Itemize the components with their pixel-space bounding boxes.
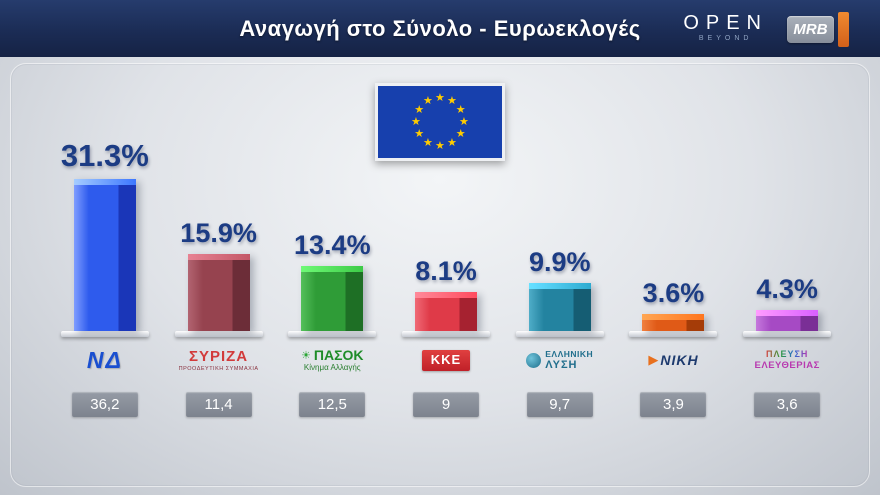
svg-text:★: ★ xyxy=(447,95,457,107)
header-bar: Αναγωγή στο Σύνολο - Ευρωεκλογές OPEN BE… xyxy=(0,0,880,57)
svg-text:★: ★ xyxy=(423,95,433,107)
party-column-kke: 8.1% ΚΚΕ 9 xyxy=(389,57,503,495)
pct-label: 31.3% xyxy=(60,138,149,174)
party-logo-niki: ▶ ΝΙΚΗ xyxy=(648,351,699,368)
bar-syriza xyxy=(187,253,250,331)
party-column-nd: 31.3% ΝΔ 36,2 xyxy=(48,57,162,495)
bar-platform xyxy=(402,331,491,337)
bar-platform xyxy=(743,331,832,337)
bar-platform xyxy=(288,331,377,337)
pct-label: 3.6% xyxy=(642,277,705,308)
prev-value-box: 11,4 xyxy=(185,392,252,417)
bar-platform xyxy=(515,331,604,337)
pasok-sun-icon: ☀ xyxy=(301,349,311,362)
bar-plefsi xyxy=(756,310,819,331)
pct-label: 8.1% xyxy=(415,255,477,286)
svg-text:★: ★ xyxy=(456,104,466,116)
svg-text:★: ★ xyxy=(423,137,433,149)
party-logo-kke: ΚΚΕ xyxy=(421,337,471,384)
bar-elliniki-lysi xyxy=(528,283,591,331)
svg-text:★: ★ xyxy=(456,128,466,140)
pct-label: 4.3% xyxy=(756,274,818,305)
bar-pasok xyxy=(301,266,364,331)
pct-label: 13.4% xyxy=(294,230,371,261)
bar-chart: 31.3% ΝΔ 36,2 15.9% ΣΥΡΙΖΑ ΠΡΟΟΔΕΥΤΙΚΗ Σ… xyxy=(48,57,844,495)
pct-label: 15.9% xyxy=(180,217,257,248)
bar-platform xyxy=(60,331,149,337)
eu-flag: ★ ★ ★★ ★★ ★★ ★★ ★★ xyxy=(375,83,505,161)
pct-label: 9.9% xyxy=(528,247,591,277)
party-column-pasok: 13.4% ☀ ΠΑΣΟΚ Κίνημα Αλλαγής 12,5 xyxy=(275,57,389,495)
svg-text:★: ★ xyxy=(435,140,445,152)
party-column-elliniki-lysi: 9.9% ΕΛΛΗΝΙΚΗ ΛΥΣΗ 9,7 xyxy=(503,57,617,495)
mrb-logo: MRB xyxy=(787,16,834,43)
party-column-syriza: 15.9% ΣΥΡΙΖΑ ΠΡΟΟΔΕΥΤΙΚΗ ΣΥΜΜΑΧΙΑ 11,4 xyxy=(162,57,276,495)
party-logo-pasok: ☀ ΠΑΣΟΚ Κίνημα Αλλαγής xyxy=(301,346,364,373)
bar-platform xyxy=(174,331,263,337)
page-title: Αναγωγή στο Σύνολο - Ευρωεκλογές xyxy=(239,15,641,41)
bar-kke xyxy=(415,291,478,331)
prev-value-box: 3,6 xyxy=(754,392,821,417)
open-tv-logo: OPEN BEYOND xyxy=(683,12,768,42)
chart-panel: ★ ★ ★ ★ ★ ★ ★ ★ ★ ★ ★ ★ 31.3% ΝΔ 36,2 15.9% xyxy=(0,57,880,495)
svg-text:★: ★ xyxy=(414,128,424,140)
prev-value-box: 36,2 xyxy=(71,392,138,417)
svg-text:★: ★ xyxy=(435,92,445,104)
prev-value-box: 12,5 xyxy=(299,392,366,417)
party-column-plefsi: 4.3% ΠΛΕΥΣΗ ΕΛΕΥΘΕΡΙΑΣ 3,6 xyxy=(730,57,844,495)
party-logo-syriza: ΣΥΡΙΖΑ ΠΡΟΟΔΕΥΤΙΚΗ ΣΥΜΜΑΧΙΑ xyxy=(178,347,259,373)
bar-niki xyxy=(642,313,705,331)
hellenic-solution-emblem-icon xyxy=(526,353,542,368)
bar-nd xyxy=(73,179,136,331)
prev-value-box: 3,9 xyxy=(640,392,707,417)
bar-platform xyxy=(629,331,718,337)
svg-text:★: ★ xyxy=(459,116,469,128)
niki-arrow-icon: ▶ xyxy=(648,352,659,368)
prev-value-box: 9 xyxy=(413,392,480,417)
prev-value-box: 9,7 xyxy=(526,392,593,417)
party-column-niki: 3.6% ▶ ΝΙΚΗ 3,9 xyxy=(617,57,731,495)
party-logo-nd: ΝΔ xyxy=(86,346,123,373)
party-logo-plefsi: ΠΛΕΥΣΗ ΕΛΕΥΘΕΡΙΑΣ xyxy=(754,348,820,371)
svg-text:★: ★ xyxy=(447,137,457,149)
svg-text:★: ★ xyxy=(411,116,421,128)
svg-text:★: ★ xyxy=(414,104,424,116)
party-logo-elliniki-lysi: ΕΛΛΗΝΙΚΗ ΛΥΣΗ xyxy=(526,337,593,384)
orange-accent-stripe xyxy=(838,12,849,47)
